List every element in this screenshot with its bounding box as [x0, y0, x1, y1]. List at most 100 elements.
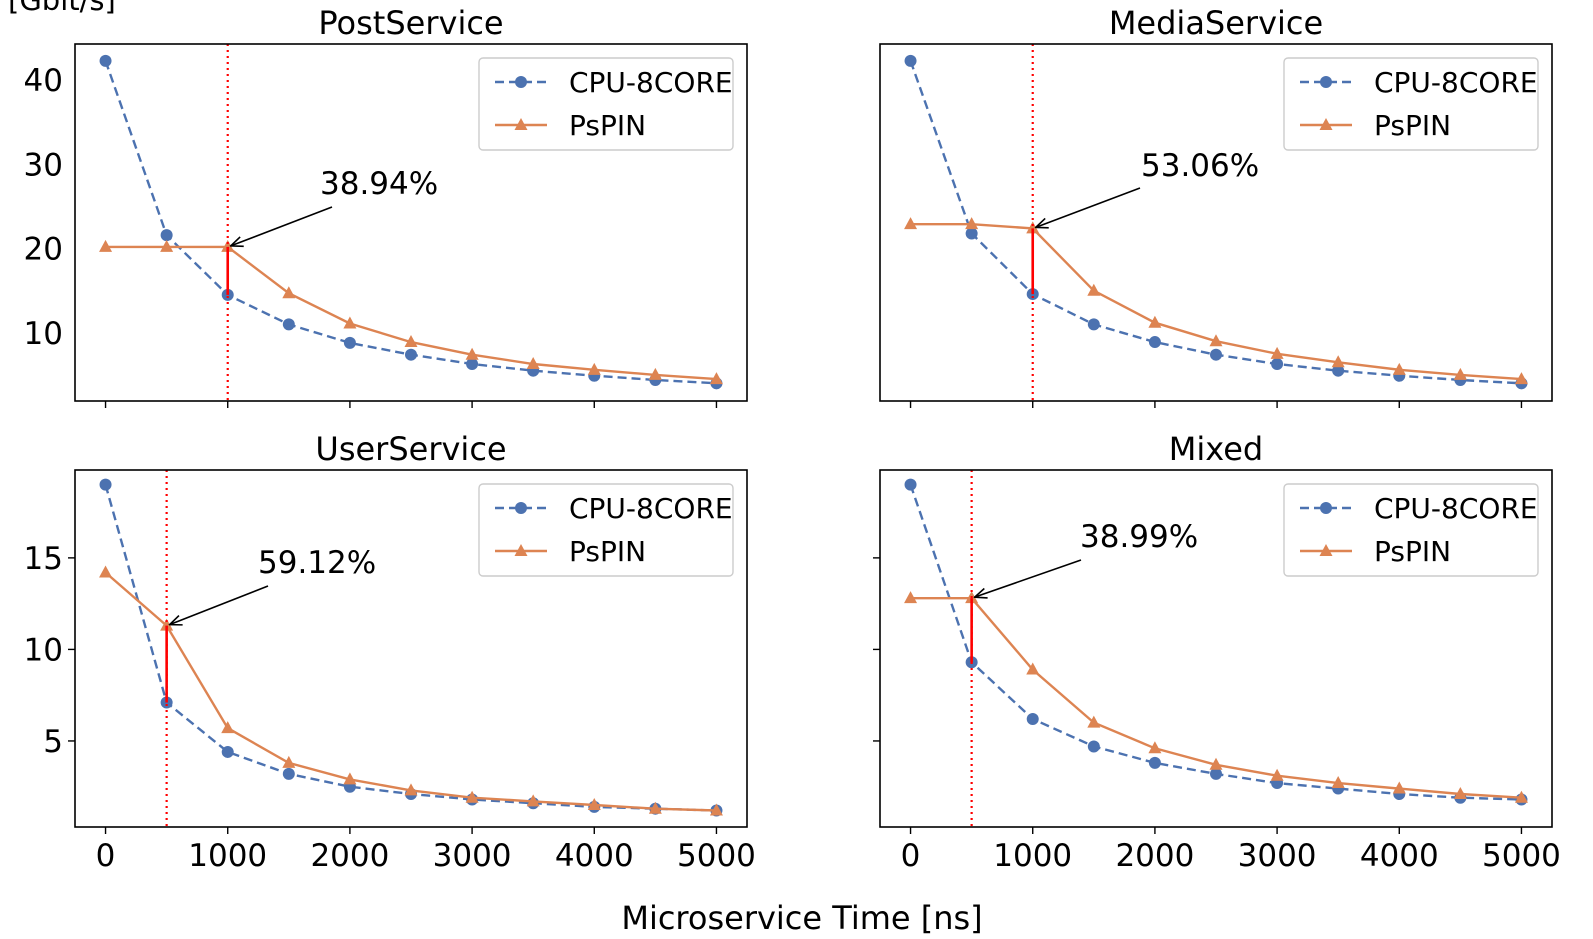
subplot-2: MediaService 53.06% CPU-8CORE PsPIN	[879, 4, 1553, 408]
y-tick-label: 15	[24, 541, 63, 577]
y-tick-label: 10	[24, 632, 63, 668]
x-tick-label: 1000	[188, 838, 267, 874]
legend-marker-pspin	[1319, 118, 1333, 130]
data-point-pspin	[1148, 315, 1162, 328]
data-point-pspin	[99, 565, 113, 578]
legend-label: CPU-8CORE	[1374, 66, 1538, 99]
data-point-pspin	[282, 755, 296, 768]
x-tick-label: 2000	[310, 838, 389, 874]
plot-frame	[879, 469, 1553, 828]
data-point-pspin	[404, 783, 418, 796]
data-point-pspin	[1209, 334, 1223, 347]
data-point-pspin	[1453, 367, 1467, 380]
legend-label: PsPIN	[569, 109, 646, 142]
annotation-label: 53.06%	[1141, 148, 1259, 184]
x-tick-label: 4000	[555, 838, 634, 874]
y-tick-label: 40	[24, 63, 63, 99]
data-point-pspin	[1148, 741, 1162, 754]
legend-label: CPU-8CORE	[1374, 492, 1538, 525]
x-tick-label: 0	[901, 838, 921, 874]
data-point-cpu	[405, 348, 417, 361]
data-point-cpu	[1026, 712, 1039, 725]
data-point-cpu	[1148, 336, 1161, 349]
data-point-pspin	[465, 347, 479, 360]
data-point-cpu	[99, 54, 112, 67]
data-point-cpu	[1148, 756, 1161, 769]
x-tick-label: 4000	[1360, 838, 1439, 874]
annotation-label: 38.94%	[320, 166, 438, 202]
data-point-cpu	[160, 229, 173, 242]
data-point-pspin	[1026, 662, 1040, 675]
data-point-pspin	[404, 335, 418, 348]
data-point-cpu	[1210, 348, 1222, 361]
subplots: PostService 10 20 30 40 38.94% CPU-8CORE PsPIN M…	[24, 4, 1561, 874]
data-point-pspin	[343, 772, 357, 785]
legend-label: PsPIN	[569, 535, 646, 568]
annotation-arrow	[1036, 187, 1141, 227]
data-point-cpu	[1210, 767, 1222, 780]
data-point-pspin	[709, 372, 723, 385]
data-point-pspin	[526, 356, 540, 369]
annotation-label: 38.99%	[1080, 519, 1198, 555]
data-point-cpu	[1087, 740, 1100, 753]
x-tick-label: 1000	[993, 838, 1072, 874]
data-point-pspin	[1270, 768, 1284, 781]
data-point-pspin	[282, 286, 296, 299]
data-point-cpu	[1087, 318, 1100, 331]
data-point-pspin	[965, 217, 979, 230]
data-point-pspin	[1331, 776, 1345, 789]
x-axis-label: Microservice Time [ns]	[621, 899, 982, 937]
data-point-pspin	[221, 721, 235, 734]
x-tick-label: 5000	[677, 838, 756, 874]
data-point-pspin	[526, 794, 540, 807]
data-point-pspin	[465, 790, 479, 803]
plot-frame	[879, 43, 1553, 402]
data-point-pspin	[343, 316, 357, 329]
data-point-cpu	[282, 767, 295, 780]
series-line-pspin	[104, 571, 717, 812]
y-axis-label: [Gbit/s]	[8, 0, 116, 17]
y-tick-label: 30	[24, 147, 63, 183]
data-point-pspin	[160, 239, 174, 252]
subplot-1: PostService 10 20 30 40 38.94% CPU-8CORE PsPIN	[24, 4, 748, 408]
data-point-cpu	[1271, 357, 1284, 370]
data-point-cpu	[965, 227, 978, 240]
data-point-cpu	[904, 54, 917, 67]
legend-marker-cpu	[515, 502, 527, 514]
legend-marker-pspin	[514, 544, 528, 556]
data-point-pspin	[1209, 757, 1223, 770]
subplot-title: Mixed	[1169, 430, 1263, 468]
legend-marker-cpu	[1320, 502, 1332, 514]
legend-marker-cpu	[1320, 76, 1332, 88]
data-point-cpu	[1332, 364, 1345, 377]
data-point-pspin	[648, 367, 662, 380]
data-point-cpu	[466, 357, 479, 370]
annotation-arrow	[975, 559, 1082, 597]
legend-marker-pspin	[1319, 544, 1333, 556]
y-tick-label: 10	[24, 316, 63, 352]
data-point-pspin	[1453, 787, 1467, 800]
data-point-pspin	[160, 618, 174, 631]
annotation-arrow	[170, 585, 269, 625]
data-point-pspin	[904, 217, 918, 230]
y-tick-label: 20	[24, 232, 63, 268]
data-point-pspin	[1514, 790, 1528, 803]
legend-label: CPU-8CORE	[569, 66, 733, 99]
data-point-cpu	[282, 318, 295, 331]
subplot-3: UserService 0 1000 2000 3000 4000 5000 5 10 15 59.…	[24, 430, 756, 874]
annotation-label: 59.12%	[258, 545, 376, 581]
annotation-arrow	[231, 206, 333, 246]
subplot-title: UserService	[315, 430, 506, 468]
legend-marker-cpu	[515, 76, 527, 88]
data-point-pspin	[221, 239, 235, 252]
plot-frame	[74, 469, 748, 828]
data-point-cpu	[343, 336, 356, 349]
subplot-title: PostService	[318, 4, 503, 42]
x-tick-label: 2000	[1115, 838, 1194, 874]
legend-label: PsPIN	[1374, 535, 1451, 568]
legend-label: PsPIN	[1374, 109, 1451, 142]
data-point-pspin	[1392, 362, 1406, 375]
data-point-pspin	[587, 362, 601, 375]
data-point-cpu	[221, 745, 234, 758]
